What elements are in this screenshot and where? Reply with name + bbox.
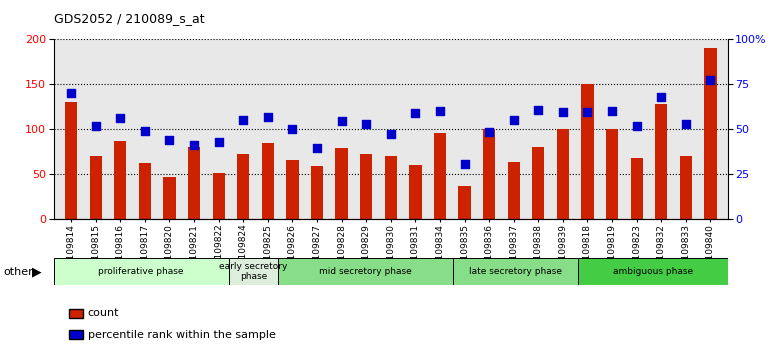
Bar bbox=[139, 162, 151, 219]
Point bbox=[385, 131, 397, 137]
Point bbox=[286, 126, 299, 132]
Point bbox=[557, 109, 569, 115]
Bar bbox=[578, 258, 728, 285]
Point bbox=[336, 118, 348, 124]
Point bbox=[213, 139, 225, 145]
Point bbox=[655, 94, 668, 99]
Bar bbox=[279, 258, 454, 285]
Point bbox=[65, 90, 77, 96]
Bar bbox=[483, 129, 495, 219]
Bar bbox=[581, 84, 594, 219]
Point bbox=[434, 108, 446, 114]
Point bbox=[262, 114, 274, 119]
Text: late secretory phase: late secretory phase bbox=[469, 267, 562, 276]
Point bbox=[458, 161, 470, 166]
Bar bbox=[606, 129, 618, 219]
Bar bbox=[114, 141, 126, 219]
Bar bbox=[229, 258, 279, 285]
Bar bbox=[454, 258, 578, 285]
Bar bbox=[54, 258, 229, 285]
Point bbox=[139, 128, 151, 134]
Point bbox=[114, 115, 126, 121]
Bar bbox=[507, 162, 520, 219]
Bar bbox=[336, 148, 348, 219]
Bar bbox=[631, 158, 643, 219]
Point bbox=[507, 118, 520, 123]
Bar bbox=[213, 173, 225, 219]
Point bbox=[188, 142, 200, 147]
Bar bbox=[65, 102, 77, 219]
Point bbox=[311, 145, 323, 151]
Point bbox=[409, 110, 421, 116]
Point bbox=[532, 107, 544, 113]
Point bbox=[237, 118, 249, 123]
Bar bbox=[434, 133, 446, 219]
Bar bbox=[385, 156, 397, 219]
Point bbox=[483, 129, 495, 135]
Bar bbox=[655, 104, 668, 219]
Point bbox=[606, 108, 618, 114]
Bar bbox=[188, 147, 200, 219]
Bar bbox=[409, 165, 421, 219]
Bar bbox=[237, 154, 249, 219]
Text: early secretory
phase: early secretory phase bbox=[219, 262, 288, 281]
Bar bbox=[163, 177, 176, 219]
Text: percentile rank within the sample: percentile rank within the sample bbox=[88, 330, 276, 339]
Bar bbox=[286, 160, 299, 219]
Bar bbox=[532, 147, 544, 219]
Point bbox=[680, 121, 692, 127]
Text: mid secretory phase: mid secretory phase bbox=[320, 267, 412, 276]
Text: GDS2052 / 210089_s_at: GDS2052 / 210089_s_at bbox=[54, 12, 205, 25]
Point bbox=[89, 123, 102, 129]
Bar bbox=[311, 166, 323, 219]
Bar bbox=[557, 129, 569, 219]
Bar bbox=[360, 154, 373, 219]
Bar bbox=[262, 143, 274, 219]
Point bbox=[163, 137, 176, 143]
Point bbox=[581, 109, 594, 115]
Bar bbox=[89, 156, 102, 219]
Text: proliferative phase: proliferative phase bbox=[99, 267, 184, 276]
Point bbox=[705, 77, 717, 82]
Bar bbox=[680, 156, 692, 219]
Text: ambiguous phase: ambiguous phase bbox=[613, 267, 693, 276]
Point bbox=[360, 121, 373, 127]
Bar bbox=[705, 48, 717, 219]
Bar bbox=[458, 186, 470, 219]
Text: count: count bbox=[88, 308, 119, 318]
Text: other: other bbox=[4, 267, 34, 277]
Text: ▶: ▶ bbox=[32, 266, 42, 278]
Point bbox=[631, 123, 643, 129]
